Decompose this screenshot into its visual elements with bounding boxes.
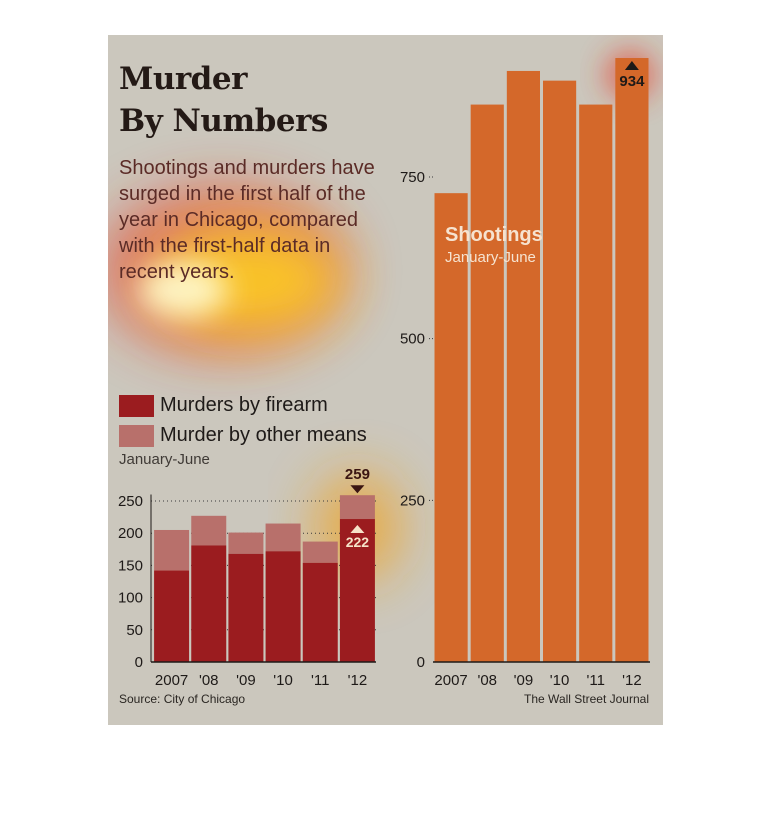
credit-line: The Wall Street Journal	[524, 692, 649, 706]
description: Shootings and murders have surged in the…	[119, 157, 375, 283]
bar-other-2	[228, 532, 264, 554]
annotation-934-arrow	[624, 61, 639, 71]
left-x-tick-2: '09	[236, 672, 256, 689]
right-x-tick-2: '09	[514, 672, 534, 689]
left-x-tick-4: '11	[311, 672, 329, 689]
left-y-tick-100: 100	[118, 590, 143, 607]
right-x-tick-0: 2007	[434, 672, 467, 689]
shootings-bar-4	[579, 104, 613, 662]
murders-subtitle: January-June	[119, 451, 210, 468]
legend-label-firearm: Murders by firearm	[160, 394, 328, 416]
charts: 0 50 100 150 200 250 2007 '08 '09 '10 '11 '12 259 222…	[118, 58, 650, 689]
bar-other-1	[191, 515, 227, 546]
annotation-222-label: 222	[346, 534, 370, 550]
annotation-934-label: 934	[619, 73, 645, 90]
left-x-tick-0: 2007	[155, 672, 188, 689]
right-x-tick-3: '10	[550, 672, 570, 689]
bar-other-4	[302, 541, 338, 563]
graphic-panel: 0 50 100 150 200 250 2007 '08 '09 '10 '11 '12 259 222…	[108, 35, 663, 725]
legend-swatch-other	[119, 425, 154, 447]
left-y-tick-50: 50	[126, 622, 143, 639]
right-y-tick-750: 750	[400, 169, 425, 186]
bar-firearm-4	[302, 562, 338, 662]
headline-line-2: By Numbers	[119, 103, 328, 139]
shootings-bar-1	[470, 104, 504, 662]
legend-swatch-firearm	[119, 395, 154, 417]
right-y-tick-500: 500	[400, 331, 425, 348]
left-y-tick-250: 250	[118, 493, 143, 510]
left-x-tick-3: '10	[273, 672, 293, 689]
right-x-tick-1: '08	[477, 672, 497, 689]
bar-firearm-2	[228, 553, 264, 662]
annotation-259-label: 259	[345, 466, 370, 483]
bar-firearm-0	[154, 570, 190, 662]
annotation-222-arrow	[350, 525, 365, 534]
bar-other-0	[154, 529, 190, 571]
shootings-subtitle: January-June	[445, 249, 536, 266]
annotation-259-arrow	[350, 485, 365, 494]
shootings-bar-0	[434, 193, 468, 662]
right-x-tick-5: '12	[622, 672, 642, 689]
legend-label-other: Murder by other means	[160, 424, 367, 446]
left-x-tick-1: '08	[199, 672, 219, 689]
left-y-tick-0: 0	[135, 654, 143, 671]
left-y-tick-150: 150	[118, 557, 143, 574]
bar-other-3	[265, 523, 301, 552]
left-y-tick-200: 200	[118, 525, 143, 542]
heat-spot-core	[138, 262, 228, 318]
bar-firearm-5	[339, 519, 375, 662]
bar-firearm-1	[191, 545, 227, 662]
left-x-tick-5: '12	[348, 672, 368, 689]
right-y-tick-0: 0	[417, 654, 425, 671]
shootings-bar-2	[506, 70, 540, 663]
right-y-tick-250: 250	[400, 492, 425, 509]
shootings-chart: 2007 '08 '09 '10 '11 '12 0 250 500 750 934	[400, 58, 650, 689]
shootings-bar-3	[543, 80, 577, 662]
shootings-bar-5	[615, 58, 649, 663]
murders-chart: 0 50 100 150 200 250 2007 '08 '09 '10 '11 '12 259 222	[118, 466, 376, 689]
bar-other-5	[339, 495, 375, 520]
source-note: Source: City of Chicago	[119, 692, 246, 706]
right-x-tick-4: '11	[587, 672, 605, 689]
headline-line-1: Murder	[119, 61, 247, 97]
shootings-label: Shootings	[445, 224, 543, 246]
bar-firearm-3	[265, 551, 301, 662]
